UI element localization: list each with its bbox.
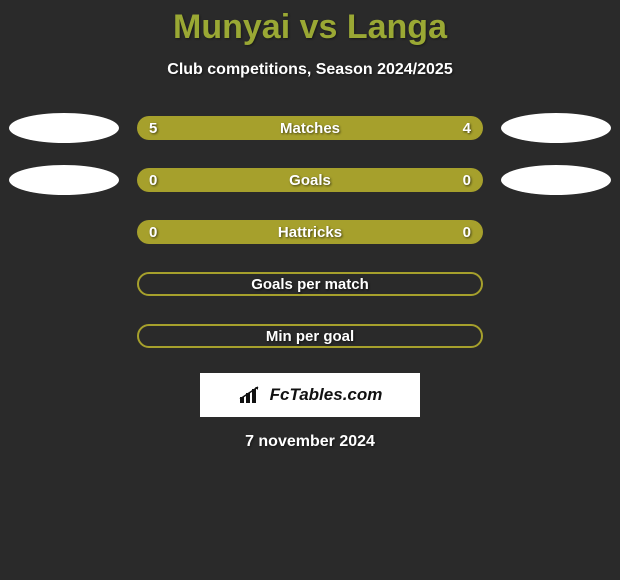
player-right-avatar: [501, 217, 611, 247]
stats-rows: 5 Matches 4 0 Goals 0 0 Hattricks 0 Goals per mat…: [0, 113, 620, 351]
player-left-avatar: [9, 269, 119, 299]
brand-text: FcTables.com: [270, 385, 383, 405]
stat-pill: Min per goal: [137, 324, 483, 348]
player-right-avatar: [501, 113, 611, 143]
stat-label: Matches: [280, 120, 340, 137]
page-title: Munyai vs Langa: [0, 0, 620, 47]
date-label: 7 november 2024: [0, 433, 620, 451]
player-right-avatar: [501, 165, 611, 195]
stat-label: Goals: [289, 172, 331, 189]
stat-right-value: 0: [463, 172, 471, 189]
player-left-avatar: [9, 165, 119, 195]
stat-pill: 5 Matches 4: [137, 116, 483, 140]
stat-right-value: 0: [463, 224, 471, 241]
stat-label: Min per goal: [266, 328, 354, 345]
player-right-avatar: [501, 321, 611, 351]
player-left-avatar: [9, 321, 119, 351]
player-right-avatar: [501, 269, 611, 299]
stat-pill: 0 Goals 0: [137, 168, 483, 192]
stat-label: Goals per match: [251, 276, 369, 293]
stat-pill: Goals per match: [137, 272, 483, 296]
brand-logo: FcTables.com: [238, 385, 383, 405]
stat-row: Goals per match: [0, 269, 620, 299]
player-left-avatar: [9, 217, 119, 247]
stat-label: Hattricks: [278, 224, 342, 241]
stat-right-value: 4: [463, 120, 471, 137]
stat-row: 0 Goals 0: [0, 165, 620, 195]
stat-row: Min per goal: [0, 321, 620, 351]
player-left-avatar: [9, 113, 119, 143]
brand-bars-icon: [238, 385, 264, 405]
stat-row: 5 Matches 4: [0, 113, 620, 143]
stat-row: 0 Hattricks 0: [0, 217, 620, 247]
stat-left-value: 0: [149, 172, 157, 189]
brand-box: FcTables.com: [200, 373, 420, 417]
subtitle: Club competitions, Season 2024/2025: [0, 61, 620, 79]
stat-left-value: 5: [149, 120, 157, 137]
stat-left-value: 0: [149, 224, 157, 241]
stat-pill: 0 Hattricks 0: [137, 220, 483, 244]
